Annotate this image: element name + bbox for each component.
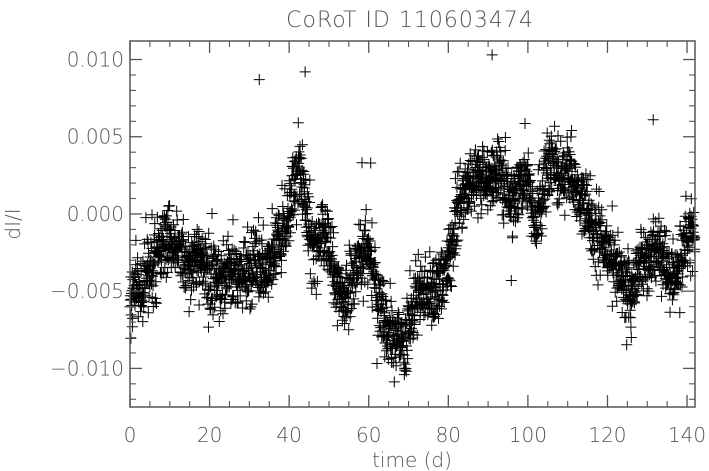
x-axis-ticks: 0 20 40 60 80 100 120 140 (124, 41, 706, 447)
x-tick-label: 80 (436, 423, 461, 447)
y-tick-label: 0.005 (67, 125, 124, 149)
y-tick-label: −0.005 (50, 279, 124, 303)
x-tick-label: 40 (276, 423, 301, 447)
x-tick-label: 60 (356, 423, 381, 447)
x-tick-label: 120 (588, 423, 626, 447)
plot-frame (129, 40, 696, 408)
x-tick-label: 100 (509, 423, 547, 447)
y-axis-title: dI/I (1, 208, 25, 239)
x-tick-label: 140 (668, 423, 706, 447)
x-tick-label: 0 (124, 423, 137, 447)
plot-points (124, 49, 701, 388)
data-markers (124, 49, 701, 388)
y-tick-label: 0.000 (67, 202, 124, 226)
y-axis-ticks: −0.010 −0.005 0.000 0.005 0.010 (50, 48, 695, 400)
x-tick-label: 20 (197, 423, 222, 447)
y-tick-label: −0.010 (50, 356, 124, 380)
chart-title: CoRoT ID 110603474 (286, 8, 534, 33)
y-tick-label: 0.010 (67, 48, 124, 72)
x-axis-title: time (d) (372, 448, 452, 471)
